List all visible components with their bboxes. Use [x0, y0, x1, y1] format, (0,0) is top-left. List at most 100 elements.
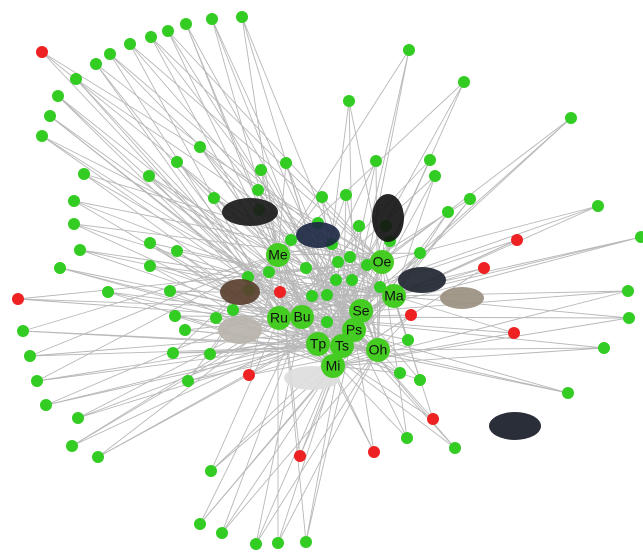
green-node [592, 200, 604, 212]
green-node [54, 262, 66, 274]
green-node [143, 170, 155, 182]
edge [360, 117, 572, 312]
edge [255, 349, 379, 545]
node-label: Ts [335, 338, 349, 354]
red-node [294, 450, 306, 462]
edge [277, 254, 381, 288]
green-node [52, 90, 64, 102]
green-node [171, 156, 183, 168]
green-node [68, 195, 80, 207]
edge [353, 49, 410, 331]
labeled-node [349, 299, 373, 323]
green-node [394, 367, 406, 379]
edge [277, 254, 375, 453]
green-node [285, 234, 297, 246]
edge [45, 261, 383, 406]
green-node [167, 347, 179, 359]
edge [301, 316, 515, 334]
edge [358, 225, 379, 351]
edge [36, 254, 279, 382]
edge [49, 115, 379, 351]
labeled-node [382, 284, 406, 308]
edge [176, 250, 395, 297]
green-node [429, 170, 441, 182]
edge [277, 49, 410, 256]
labeled-node [370, 250, 394, 274]
red-node [405, 309, 417, 321]
green-node [374, 281, 386, 293]
edge [278, 239, 518, 319]
red-node [274, 286, 286, 298]
edge [360, 236, 642, 312]
green-node [169, 310, 181, 322]
green-node [124, 38, 136, 50]
green-node [598, 342, 610, 354]
edge [277, 162, 287, 256]
edge [185, 23, 319, 345]
green-node [403, 44, 415, 56]
green-node [340, 189, 352, 201]
green-node [635, 231, 643, 243]
node-label: Bu [293, 309, 310, 325]
red-node [427, 413, 439, 425]
green-node [102, 286, 114, 298]
red-node [511, 234, 523, 246]
node-label: Me [268, 247, 288, 263]
edge [277, 254, 362, 312]
edge [377, 261, 383, 351]
green-node [205, 465, 217, 477]
red-node [478, 262, 490, 274]
green-node [402, 334, 414, 346]
green-node [622, 285, 634, 297]
green-node [346, 274, 358, 286]
edge [248, 261, 383, 291]
green-node [24, 350, 36, 362]
edge [221, 365, 334, 534]
green-node [145, 31, 157, 43]
green-node [332, 256, 344, 268]
labeled-node [290, 305, 314, 329]
green-node [442, 206, 454, 218]
edge [211, 18, 343, 347]
edge [353, 329, 375, 453]
edge [17, 261, 383, 300]
edge [176, 161, 355, 331]
green-node [300, 536, 312, 548]
edge [241, 16, 379, 351]
green-node [306, 290, 318, 302]
small-nodes [12, 11, 643, 550]
green-node [458, 76, 470, 88]
edge [73, 200, 383, 263]
green-node [171, 245, 183, 257]
edge [176, 161, 343, 347]
green-node [370, 155, 382, 167]
edge [248, 349, 379, 376]
edge [341, 194, 347, 347]
bird-photo [220, 279, 260, 305]
green-node [162, 25, 174, 37]
green-node [263, 266, 275, 278]
green-node [36, 130, 48, 142]
edge [381, 117, 572, 263]
node-label: Tp [310, 336, 327, 352]
green-node [179, 324, 191, 336]
edge [277, 254, 307, 543]
green-node [144, 237, 156, 249]
green-node [227, 304, 239, 316]
bird-photo [296, 222, 340, 248]
bird-photo [440, 287, 484, 309]
green-node [344, 251, 356, 263]
node-label: Ma [384, 288, 404, 304]
green-node [194, 518, 206, 530]
bird-photo [218, 316, 262, 344]
edge [393, 295, 515, 334]
green-node [216, 527, 228, 539]
green-node [208, 192, 220, 204]
edge [209, 343, 319, 355]
green-node [204, 348, 216, 360]
green-node [78, 168, 90, 180]
green-node [255, 164, 267, 176]
red-node [508, 327, 520, 339]
green-node [17, 325, 29, 337]
